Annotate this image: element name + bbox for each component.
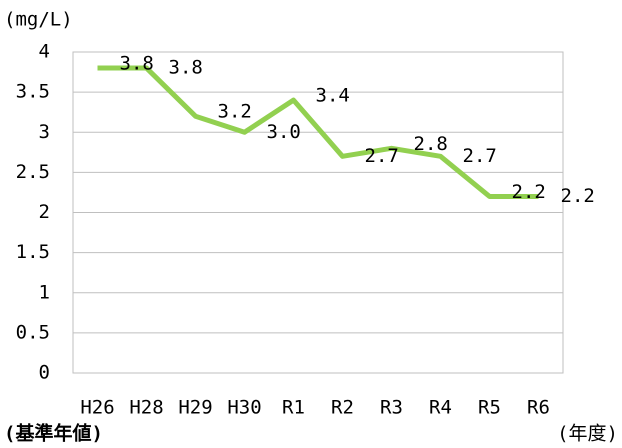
x-tick-label: H30 [227, 397, 261, 419]
y-tick-label: 4 [39, 41, 50, 63]
x-tick-label: H26 [80, 397, 114, 419]
y-tick-label: 2 [39, 201, 50, 223]
y-tick-label: 2.5 [16, 161, 50, 183]
y-tick-label: 0 [39, 362, 50, 384]
y-tick-label: 1.5 [16, 241, 50, 263]
x-axis-label: (年度) [557, 423, 618, 445]
data-label: 2.8 [414, 133, 448, 155]
y-tick-label: 3.5 [16, 81, 50, 103]
line [97, 65, 539, 199]
y-tick-label: 0.5 [16, 321, 50, 343]
x-tick-label: R2 [331, 397, 354, 419]
y-tick-label: 1 [39, 281, 50, 303]
data-label: 2.7 [365, 145, 399, 167]
data-label: 2.2 [512, 181, 546, 203]
data-label: 3.0 [267, 121, 301, 143]
x-tick-label: H29 [178, 397, 212, 419]
y-tick-label: 3 [39, 121, 50, 143]
annotation: (基準年値) [4, 422, 103, 445]
x-tick-label: R4 [429, 397, 452, 419]
data-label: 3.2 [218, 101, 252, 123]
data-label: 3.8 [120, 53, 154, 75]
x-tick-label: R1 [282, 397, 305, 419]
data-label: 2.2 [561, 185, 595, 207]
x-tick-label: R3 [380, 397, 403, 419]
x-tick-label: R5 [478, 397, 501, 419]
x-tick-label: H28 [129, 397, 163, 419]
x-tick-label: R6 [527, 397, 550, 419]
data-label: 2.7 [463, 145, 497, 167]
data-label: 3.4 [316, 85, 350, 107]
data-label: 3.8 [169, 57, 203, 79]
y-axis-label: (mg/L) [4, 9, 73, 31]
